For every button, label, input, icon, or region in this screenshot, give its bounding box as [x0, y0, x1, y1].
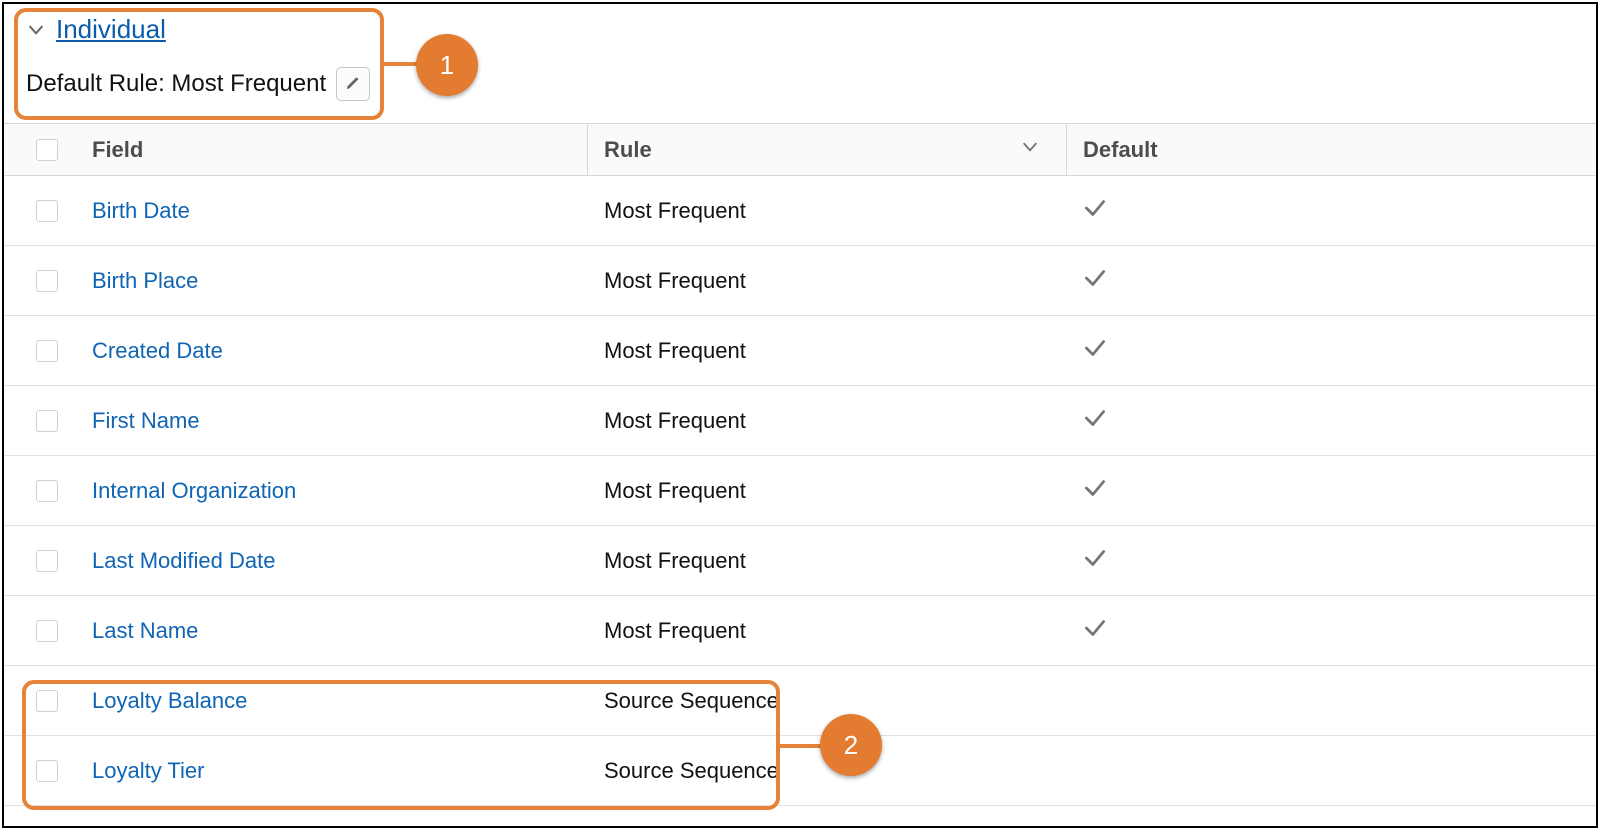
- rule-cell: Source Sequence: [588, 758, 1066, 784]
- row-checkbox[interactable]: [36, 340, 58, 362]
- rule-cell: Most Frequent: [588, 268, 1066, 294]
- collapse-chevron-icon[interactable]: [26, 20, 46, 40]
- row-checkbox-cell: [4, 340, 90, 362]
- section-header: Individual Default Rule: Most Frequent 1: [4, 4, 1596, 109]
- table-row: Internal Organization Most Frequent: [4, 456, 1596, 526]
- check-icon: [1082, 341, 1108, 366]
- row-checkbox-cell: [4, 690, 90, 712]
- select-all-checkbox[interactable]: [36, 139, 58, 161]
- row-checkbox[interactable]: [36, 620, 58, 642]
- field-link[interactable]: First Name: [90, 408, 200, 433]
- column-header-rule-label: Rule: [604, 137, 652, 162]
- select-all-cell: [4, 139, 90, 161]
- row-checkbox-cell: [4, 410, 90, 432]
- check-icon: [1082, 481, 1108, 506]
- column-header-default[interactable]: Default: [1066, 124, 1596, 175]
- rule-cell: Most Frequent: [588, 548, 1066, 574]
- pencil-icon: [345, 70, 361, 98]
- field-cell: Internal Organization: [90, 478, 588, 504]
- row-checkbox[interactable]: [36, 690, 58, 712]
- field-cell: Loyalty Tier: [90, 758, 588, 784]
- table-row: Created Date Most Frequent: [4, 316, 1596, 386]
- default-rule-label: Default Rule: Most Frequent: [26, 70, 326, 98]
- row-checkbox-cell: [4, 200, 90, 222]
- table-row: Birth Date Most Frequent: [4, 176, 1596, 246]
- row-checkbox[interactable]: [36, 550, 58, 572]
- rule-cell: Source Sequence: [588, 688, 1066, 714]
- default-rule-row: Default Rule: Most Frequent: [26, 67, 1580, 101]
- field-link[interactable]: Created Date: [90, 338, 223, 363]
- field-link[interactable]: Loyalty Tier: [90, 758, 205, 783]
- row-checkbox-cell: [4, 550, 90, 572]
- table-row: Loyalty Balance Source Sequence: [4, 666, 1596, 736]
- column-header-field[interactable]: Field: [90, 124, 588, 175]
- table-body: Birth Date Most Frequent Birth Place Most F…: [4, 176, 1596, 806]
- field-cell: Loyalty Balance: [90, 688, 588, 714]
- field-cell: First Name: [90, 408, 588, 434]
- column-header-default-label: Default: [1083, 137, 1158, 163]
- annotation-connector-1: [384, 62, 434, 66]
- rule-cell: Most Frequent: [588, 198, 1066, 224]
- edit-default-rule-button[interactable]: [336, 67, 370, 101]
- row-checkbox[interactable]: [36, 760, 58, 782]
- table-row: Birth Place Most Frequent: [4, 246, 1596, 316]
- rule-cell: Most Frequent: [588, 478, 1066, 504]
- row-checkbox-cell: [4, 480, 90, 502]
- field-link[interactable]: Birth Date: [90, 198, 190, 223]
- row-checkbox-cell: [4, 760, 90, 782]
- field-link[interactable]: Loyalty Balance: [90, 688, 247, 713]
- row-checkbox-cell: [4, 620, 90, 642]
- row-checkbox-cell: [4, 270, 90, 292]
- row-checkbox[interactable]: [36, 410, 58, 432]
- row-checkbox[interactable]: [36, 200, 58, 222]
- check-icon: [1082, 201, 1108, 226]
- field-cell: Last Modified Date: [90, 548, 588, 574]
- section-header-row: Individual: [26, 14, 1580, 45]
- default-cell: [1066, 335, 1596, 367]
- column-header-field-label: Field: [92, 137, 143, 163]
- field-cell: Birth Date: [90, 198, 588, 224]
- row-checkbox[interactable]: [36, 270, 58, 292]
- default-cell: [1066, 475, 1596, 507]
- rules-table: Field Rule Default Birth Date Most Freque…: [4, 123, 1596, 806]
- app-frame: Individual Default Rule: Most Frequent 1…: [2, 2, 1598, 828]
- table-row: First Name Most Frequent: [4, 386, 1596, 456]
- field-cell: Created Date: [90, 338, 588, 364]
- field-link[interactable]: Birth Place: [90, 268, 198, 293]
- rule-cell: Most Frequent: [588, 618, 1066, 644]
- section-title-link[interactable]: Individual: [56, 14, 166, 45]
- check-icon: [1082, 551, 1108, 576]
- check-icon: [1082, 411, 1108, 436]
- check-icon: [1082, 271, 1108, 296]
- field-cell: Last Name: [90, 618, 588, 644]
- default-cell: [1066, 195, 1596, 227]
- default-cell: [1066, 405, 1596, 437]
- table-row: Last Name Most Frequent: [4, 596, 1596, 666]
- rule-cell: Most Frequent: [588, 338, 1066, 364]
- column-header-rule[interactable]: Rule: [588, 137, 1066, 163]
- field-link[interactable]: Internal Organization: [90, 478, 296, 503]
- field-link[interactable]: Last Name: [90, 618, 198, 643]
- row-checkbox[interactable]: [36, 480, 58, 502]
- default-cell: [1066, 265, 1596, 297]
- table-header-row: Field Rule Default: [4, 124, 1596, 176]
- default-cell: [1066, 545, 1596, 577]
- field-cell: Birth Place: [90, 268, 588, 294]
- field-link[interactable]: Last Modified Date: [90, 548, 275, 573]
- table-row: Loyalty Tier Source Sequence: [4, 736, 1596, 806]
- rule-cell: Most Frequent: [588, 408, 1066, 434]
- default-cell: [1066, 615, 1596, 647]
- table-row: Last Modified Date Most Frequent: [4, 526, 1596, 596]
- check-icon: [1082, 621, 1108, 646]
- chevron-down-icon: [1020, 137, 1040, 163]
